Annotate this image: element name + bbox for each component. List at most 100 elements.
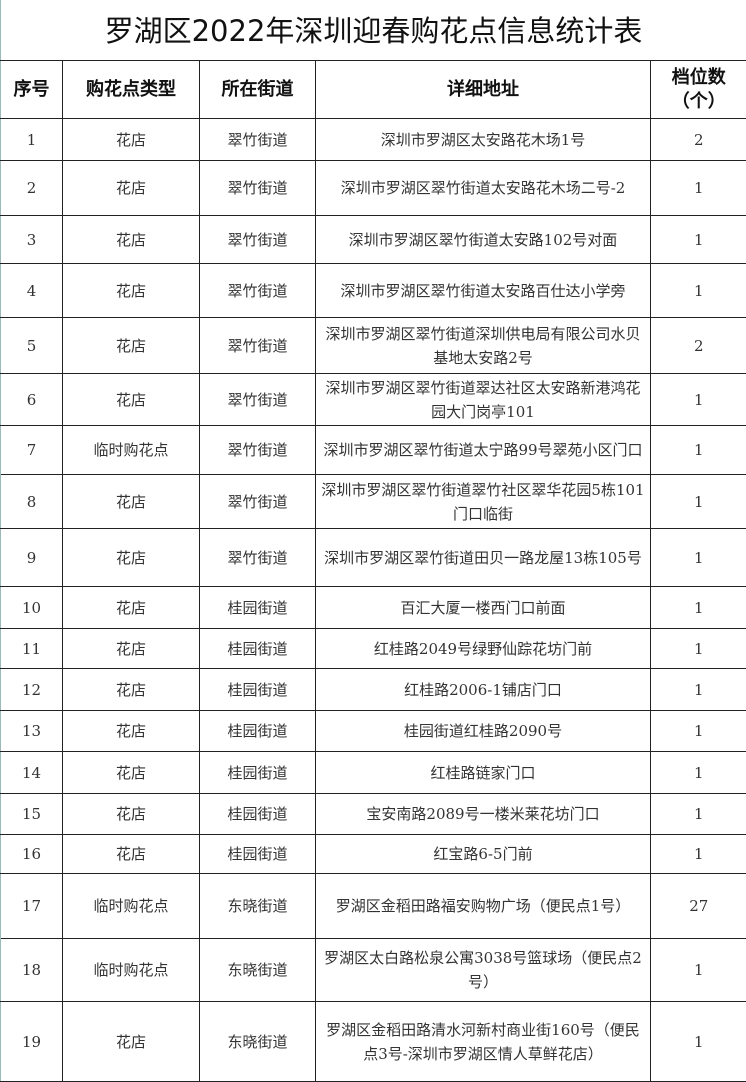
row-stalls: 2	[651, 119, 746, 161]
row-address: 百汇大厦一楼西门口前面	[316, 587, 651, 629]
row-street: 桂园街道	[200, 794, 316, 835]
row-index: 11	[1, 629, 63, 669]
row-address: 深圳市罗湖区翠竹街道深圳供电局有限公司水贝基地太安路2号	[316, 318, 651, 374]
row-index: 7	[1, 426, 63, 475]
header-index: 序号	[1, 61, 63, 119]
row-type: 花店	[63, 835, 200, 874]
row-address: 罗湖区金稻田路清水河新村商业街160号（便民点3号-深圳市罗湖区情人草鲜花店）	[316, 1002, 651, 1082]
row-address: 深圳市罗湖区翠竹街道田贝一路龙屋13栋105号	[316, 529, 651, 587]
row-address: 红桂路2049号绿野仙踪花坊门前	[316, 629, 651, 669]
row-index: 8	[1, 475, 63, 529]
row-index: 5	[1, 318, 63, 374]
row-index: 10	[1, 587, 63, 629]
row-address: 深圳市罗湖区翠竹街道翠竹社区翠华花园5栋101门口临街	[316, 475, 651, 529]
row-index: 2	[1, 161, 63, 216]
row-address: 桂园街道红桂路2090号	[316, 711, 651, 752]
row-address: 宝安南路2089号一楼米莱花坊门口	[316, 794, 651, 835]
row-stalls: 27	[651, 874, 746, 939]
row-stalls: 1	[651, 939, 746, 1002]
row-stalls: 1	[651, 529, 746, 587]
row-street: 翠竹街道	[200, 216, 316, 264]
row-street: 桂园街道	[200, 711, 316, 752]
row-street: 桂园街道	[200, 669, 316, 711]
row-index: 9	[1, 529, 63, 587]
row-address: 红桂路链家门口	[316, 752, 651, 794]
row-type: 花店	[63, 216, 200, 264]
row-stalls: 1	[651, 475, 746, 529]
row-stalls: 1	[651, 264, 746, 318]
row-type: 花店	[63, 374, 200, 426]
row-index: 1	[1, 119, 63, 161]
row-type: 花店	[63, 161, 200, 216]
row-type: 临时购花点	[63, 939, 200, 1002]
row-address: 深圳市罗湖区太安路花木场1号	[316, 119, 651, 161]
row-type: 临时购花点	[63, 874, 200, 939]
row-stalls: 2	[651, 318, 746, 374]
row-stalls: 1	[651, 587, 746, 629]
row-street: 东晓街道	[200, 874, 316, 939]
row-type: 花店	[63, 264, 200, 318]
row-address: 红桂路2006-1铺店门口	[316, 669, 651, 711]
page-title: 罗湖区2022年深圳迎春购花点信息统计表	[0, 0, 746, 60]
row-stalls: 1	[651, 374, 746, 426]
row-index: 19	[1, 1002, 63, 1082]
row-stalls: 1	[651, 669, 746, 711]
row-address: 深圳市罗湖区翠竹街道太宁路99号翠苑小区门口	[316, 426, 651, 475]
row-index: 3	[1, 216, 63, 264]
row-index: 4	[1, 264, 63, 318]
row-stalls: 1	[651, 752, 746, 794]
row-index: 16	[1, 835, 63, 874]
row-address: 红宝路6-5门前	[316, 835, 651, 874]
row-street: 桂园街道	[200, 587, 316, 629]
row-stalls: 1	[651, 835, 746, 874]
header-stalls: 档位数（个）	[651, 61, 746, 119]
header-type: 购花点类型	[63, 61, 200, 119]
row-index: 13	[1, 711, 63, 752]
row-stalls: 1	[651, 794, 746, 835]
row-type: 花店	[63, 475, 200, 529]
row-type: 临时购花点	[63, 426, 200, 475]
row-street: 桂园街道	[200, 752, 316, 794]
row-index: 14	[1, 752, 63, 794]
row-street: 翠竹街道	[200, 264, 316, 318]
row-index: 15	[1, 794, 63, 835]
row-street: 翠竹街道	[200, 119, 316, 161]
row-address: 深圳市罗湖区翠竹街道太安路102号对面	[316, 216, 651, 264]
row-street: 翠竹街道	[200, 529, 316, 587]
row-index: 12	[1, 669, 63, 711]
row-street: 桂园街道	[200, 629, 316, 669]
row-type: 花店	[63, 1002, 200, 1082]
row-street: 桂园街道	[200, 835, 316, 874]
row-street: 东晓街道	[200, 1002, 316, 1082]
row-stalls: 1	[651, 426, 746, 475]
row-stalls: 1	[651, 216, 746, 264]
header-address: 详细地址	[316, 61, 651, 119]
row-stalls: 1	[651, 1002, 746, 1082]
row-address: 深圳市罗湖区翠竹街道翠达社区太安路新港鸿花园大门岗亭101	[316, 374, 651, 426]
row-street: 翠竹街道	[200, 161, 316, 216]
row-street: 翠竹街道	[200, 475, 316, 529]
row-street: 翠竹街道	[200, 426, 316, 475]
header-row: 序号 购花点类型 所在街道 详细地址 档位数（个）	[1, 61, 746, 119]
row-address: 罗湖区太白路松泉公寓3038号篮球场（便民点2号）	[316, 939, 651, 1002]
row-type: 花店	[63, 794, 200, 835]
row-type: 花店	[63, 669, 200, 711]
